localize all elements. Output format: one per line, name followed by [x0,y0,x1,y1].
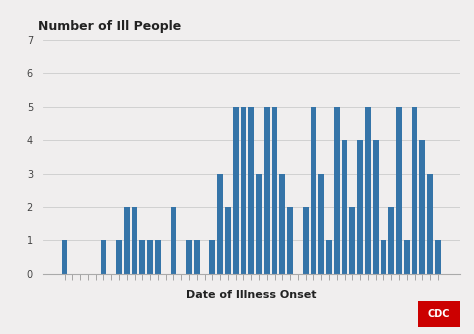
Bar [404,240,410,274]
Bar [427,174,433,274]
Bar [210,240,215,274]
Bar [139,240,145,274]
Bar [147,240,153,274]
Bar [373,140,379,274]
Bar [396,107,402,274]
X-axis label: Date of Illness Onset: Date of Illness Onset [186,290,317,300]
Bar [388,207,394,274]
Bar [365,107,371,274]
Bar [264,107,270,274]
Bar [279,174,285,274]
Bar [116,240,122,274]
Bar [435,240,441,274]
Bar [319,174,324,274]
Bar [357,140,363,274]
Bar [326,240,332,274]
Bar [287,207,293,274]
Bar [419,140,425,274]
Bar [233,107,238,274]
Text: CDC: CDC [428,309,450,319]
Bar [411,107,418,274]
Bar [334,107,340,274]
Bar [256,174,262,274]
Bar [217,174,223,274]
Bar [62,240,67,274]
Bar [381,240,386,274]
Bar [310,107,316,274]
Bar [240,107,246,274]
Bar [342,140,347,274]
Bar [124,207,130,274]
Bar [155,240,161,274]
Bar [303,207,309,274]
Bar [100,240,106,274]
Bar [272,107,277,274]
Bar [132,207,137,274]
Text: Number of Ill People: Number of Ill People [38,20,181,33]
Bar [349,207,355,274]
Bar [248,107,254,274]
Bar [225,207,231,274]
Bar [186,240,192,274]
FancyBboxPatch shape [418,301,460,327]
Bar [194,240,200,274]
Bar [171,207,176,274]
